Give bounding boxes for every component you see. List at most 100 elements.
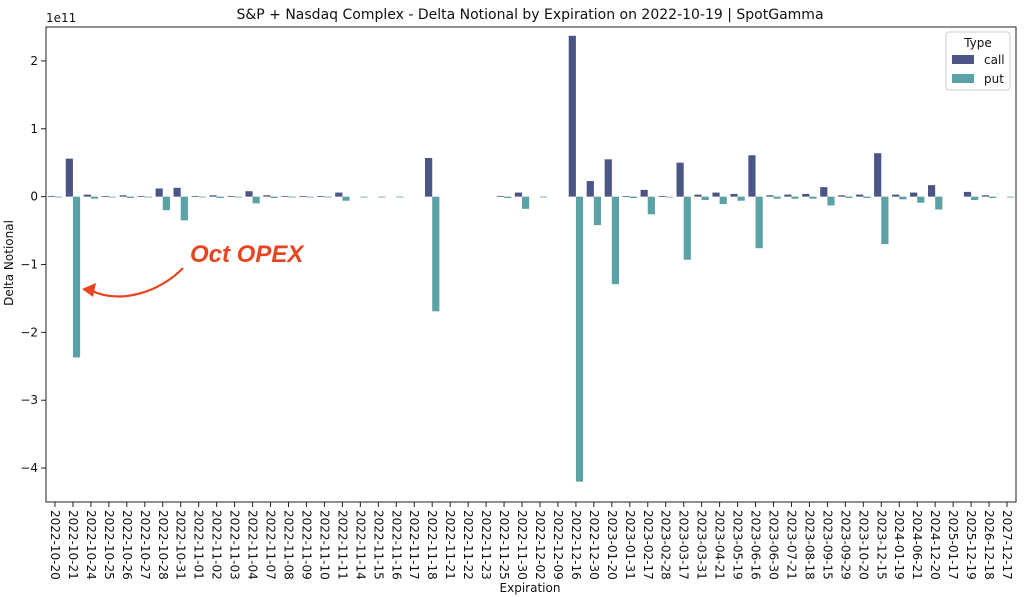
bar-call-2022-11-25 xyxy=(496,195,505,197)
x-tick-label: 2022-11-01 xyxy=(192,510,206,580)
x-tick-label: 2025-01-17 xyxy=(946,510,960,580)
bar-call-2023-02-17 xyxy=(640,189,648,197)
bar-call-2023-01-31 xyxy=(622,195,630,197)
bar-put-2023-03-31 xyxy=(701,196,709,201)
x-tick-label: 2022-11-09 xyxy=(299,510,313,580)
y-tick-label: 0 xyxy=(30,190,38,204)
x-ticks-layer: 2022-10-20 2022-10-21 2022-10-24 2022-10-25… xyxy=(48,502,1014,580)
bar-put-2023-10-20 xyxy=(863,196,871,198)
y-ticks-layer: −4 −3 −2 −1 0 1 2 xyxy=(20,54,46,475)
bar-call-2022-11-07 xyxy=(263,195,271,197)
bar-put-2023-06-16 xyxy=(755,196,763,249)
bar-put-2022-11-14 xyxy=(360,196,368,198)
y-tick-label: −2 xyxy=(20,325,38,339)
bar-put-2023-07-21 xyxy=(791,196,799,199)
bar-call-2023-03-31 xyxy=(694,194,702,197)
bar-put-2023-12-15 xyxy=(881,196,889,245)
bar-call-2023-06-30 xyxy=(766,195,774,197)
x-tick-label: 2022-11-04 xyxy=(246,510,260,580)
bar-call-2022-12-16 xyxy=(568,35,576,197)
x-tick-label: 2022-10-25 xyxy=(102,510,116,580)
bar-call-2024-01-19 xyxy=(892,194,900,197)
bar-call-2023-05-19 xyxy=(730,193,738,197)
bar-put-2022-11-09 xyxy=(306,196,314,198)
x-tick-label: 2022-11-18 xyxy=(425,510,439,580)
y-tick-label: 2 xyxy=(30,54,38,68)
bar-put-2022-11-02 xyxy=(216,196,224,198)
bar-call-2022-10-25 xyxy=(101,195,109,197)
bar-put-2023-02-28 xyxy=(665,196,673,198)
x-tick-label: 2022-10-20 xyxy=(48,510,62,580)
bar-put-2022-10-25 xyxy=(108,196,117,198)
x-tick-label: 2022-11-15 xyxy=(371,510,385,580)
y-tick-label: −1 xyxy=(20,258,38,272)
bar-call-2022-10-20 xyxy=(47,195,55,197)
bar-put-2026-12-18 xyxy=(989,196,997,198)
legend-swatch-put xyxy=(952,74,974,83)
x-tick-label: 2022-11-03 xyxy=(228,510,242,580)
bar-call-2023-08-18 xyxy=(802,193,810,197)
bar-put-2022-11-03 xyxy=(234,196,242,198)
bar-put-2022-10-21 xyxy=(72,196,81,358)
x-tick-label: 2022-10-27 xyxy=(138,510,152,580)
bar-call-2022-11-30 xyxy=(514,192,523,197)
x-tick-label: 2025-12-19 xyxy=(964,510,978,580)
x-tick-label: 2022-11-16 xyxy=(389,510,403,580)
bar-call-2022-12-30 xyxy=(586,181,594,197)
legend: Type call put xyxy=(945,31,1011,91)
annotation-oct-opex: Oct OPEX xyxy=(190,241,305,268)
bar-put-2022-11-10 xyxy=(324,196,332,198)
bar-call-2022-11-02 xyxy=(209,195,217,197)
x-tick-label: 2023-12-15 xyxy=(874,510,888,580)
bar-put-2022-10-24 xyxy=(90,196,99,199)
annotation-arrow xyxy=(89,267,184,298)
bar-put-2024-06-21 xyxy=(917,196,925,203)
x-tick-label: 2022-11-17 xyxy=(407,510,421,580)
x-tick-label: 2026-12-18 xyxy=(982,510,996,580)
bar-call-2023-03-17 xyxy=(676,162,684,197)
annotation-arrowhead-icon xyxy=(82,283,96,297)
x-tick-label: 2023-07-21 xyxy=(784,510,798,580)
x-tick-label: 2023-01-31 xyxy=(623,510,637,580)
x-tick-label: 2022-11-23 xyxy=(479,510,493,580)
x-tick-label: 2022-12-16 xyxy=(569,510,583,580)
x-tick-label: 2023-06-16 xyxy=(749,510,763,580)
bar-put-2022-10-20 xyxy=(54,196,63,198)
x-tick-label: 2022-11-14 xyxy=(353,510,367,580)
bar-put-2022-12-02 xyxy=(539,196,548,198)
bar-call-2022-11-18 xyxy=(425,157,433,197)
x-tick-label: 2022-10-24 xyxy=(84,510,98,580)
bar-call-2023-04-21 xyxy=(712,192,720,197)
x-tick-label: 2023-03-31 xyxy=(695,510,709,580)
x-tick-label: 2022-12-09 xyxy=(551,510,565,580)
bar-put-2022-11-01 xyxy=(198,196,206,198)
bar-put-2023-01-31 xyxy=(629,196,637,198)
bar-call-2025-12-19 xyxy=(963,191,972,197)
y-tick-label: 1 xyxy=(30,122,38,136)
bar-put-2022-11-15 xyxy=(378,196,386,198)
x-tick-label: 2022-10-26 xyxy=(120,510,134,580)
bar-put-2023-02-17 xyxy=(647,196,655,215)
x-tick-label: 2022-11-10 xyxy=(317,510,331,580)
bar-put-2022-11-30 xyxy=(522,196,530,209)
bar-call-2024-06-21 xyxy=(910,192,918,197)
bar-call-2023-09-15 xyxy=(820,187,828,197)
bar-call-2022-10-21 xyxy=(65,158,73,197)
bar-put-2022-11-18 xyxy=(432,196,440,312)
x-tick-label: 2027-12-17 xyxy=(1000,510,1014,580)
bar-call-2022-10-26 xyxy=(119,195,127,197)
legend-title: Type xyxy=(963,36,992,50)
x-tick-label: 2023-04-21 xyxy=(713,510,727,580)
bar-call-2022-10-24 xyxy=(83,194,91,197)
x-tick-label: 2023-09-29 xyxy=(838,510,852,580)
bar-put-2022-10-26 xyxy=(126,196,135,198)
y-tick-label: −4 xyxy=(20,461,38,475)
x-tick-label: 2022-11-02 xyxy=(210,510,224,580)
x-tick-label: 2022-11-22 xyxy=(461,510,475,580)
bar-call-2022-11-03 xyxy=(227,195,235,197)
x-tick-label: 2023-03-17 xyxy=(677,510,691,580)
bar-put-2023-04-21 xyxy=(719,196,727,205)
bar-put-2022-12-16 xyxy=(575,196,584,482)
bar-call-2024-12-20 xyxy=(927,185,936,197)
